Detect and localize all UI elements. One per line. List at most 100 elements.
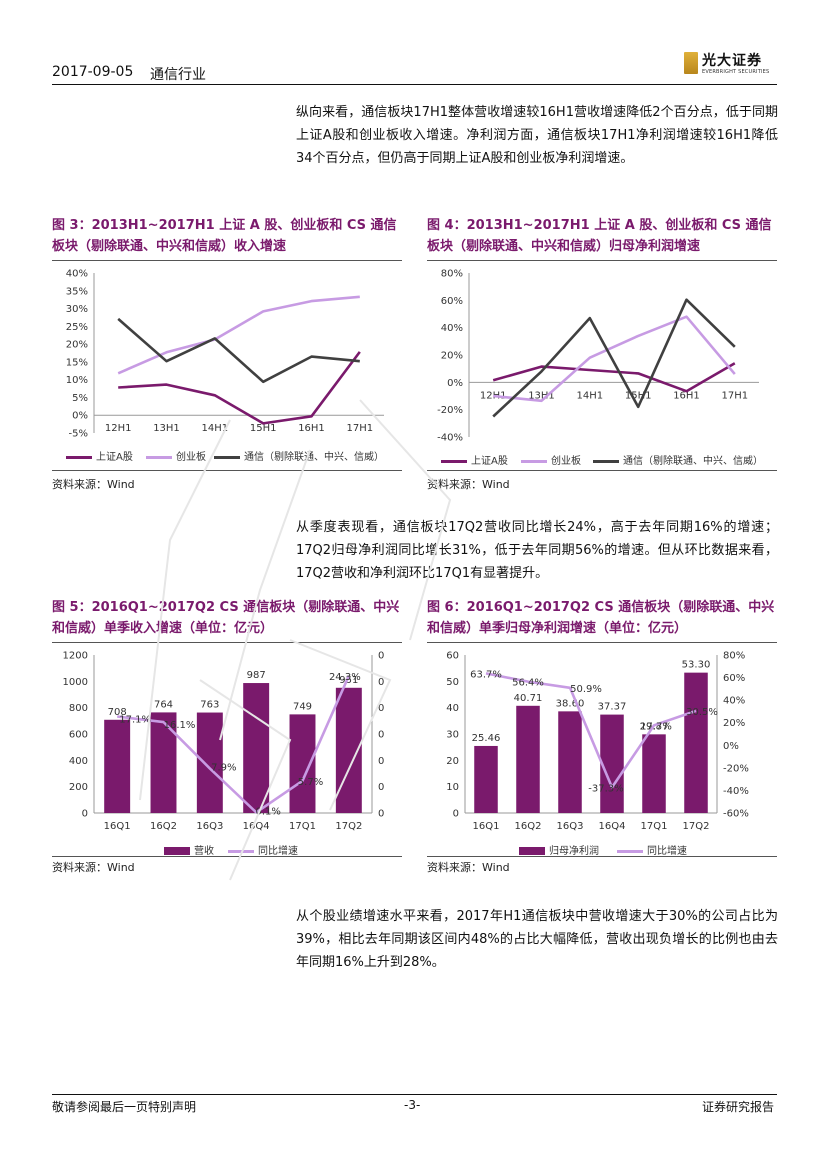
y2-tick-label: 0% [723,741,739,752]
series-line-2 [493,315,736,403]
y2-tick-label: -20% [723,763,749,774]
x-tick-label: 13H1 [528,390,555,401]
bar-value-label: 749 [293,701,312,712]
header-divider [52,84,777,85]
fig4-legend-item-2: 创业板 [521,452,581,467]
y-tick-label: -40% [437,433,463,444]
growth-value-label: 24.3% [329,672,361,683]
x-tick-label: 16Q2 [515,821,542,832]
fig3-bottom-rule [52,470,402,471]
bar [600,714,624,813]
bar [642,734,666,813]
growth-value-label: 5.7% [298,777,323,788]
y-tick-label: 25% [66,322,88,333]
y-tick-label: 10% [66,375,88,386]
fig3-chart: 40% 35% 30% 25% 20% 15% 10% 5% 0% -5% 12H1 13H1 14H1… [66,269,384,440]
y-tick-label: 35% [66,286,88,297]
bar-value-label: 25.46 [472,733,501,744]
y-tick-label: 0 [453,809,459,820]
y2-tick-label: 0 [378,730,384,741]
growth-value-label: 50.9% [570,684,602,695]
fig4-top-rule [427,260,777,261]
y-tick-label: 0 [82,809,88,820]
fig6-legend-item-2: 同比增速 [617,842,687,857]
y2-tick-label: 60% [723,673,745,684]
bar [335,687,362,813]
x-tick-label: 16H1 [673,390,700,401]
y-tick-label: 40% [66,269,88,280]
y2-tick-label: 0 [378,703,384,714]
y-tick-label: 20% [441,351,463,362]
x-tick-label: 16Q3 [196,821,223,832]
industry-name: 通信行业 [150,67,206,83]
y-tick-label: -5% [69,429,88,440]
bar-value-label: 708 [108,707,127,718]
bar-value-label: 53.30 [682,660,711,671]
fig4-legend: 上证A股 创业板 通信（剔除联通、中兴、信威） [427,452,777,468]
fig4-legend-item-3: 通信（剔除联通、中兴、信威） [593,452,763,467]
x-tick-label: 15H1 [625,390,652,401]
y2-tick-label: 0 [378,756,384,767]
fig5-source: 资料来源：Wind [52,861,135,874]
y2-tick-label: 80% [723,651,745,662]
growth-value-label: 17.7% [640,721,672,732]
x-tick-label: 17Q2 [335,821,362,832]
growth-value-label: 17.1% [119,715,151,726]
bar [516,705,540,813]
footer-disclaimer: 敬请参阅最后一页特别声明 [52,1100,197,1114]
y-tick-label: 20% [66,340,88,351]
y2-tick-label: 0 [378,651,384,662]
y-tick-label: 50 [446,677,459,688]
x-tick-label: 12H1 [105,423,132,434]
footer-divider [52,1094,777,1095]
x-tick-label: 17H1 [722,390,749,401]
page-number: -3- [404,1098,421,1112]
y-tick-label: 400 [69,756,88,767]
bar [558,711,582,813]
x-tick-label: 16Q4 [243,821,270,832]
bar-value-label: 763 [200,700,219,711]
y2-tick-label: 20% [723,718,745,729]
y-tick-label: 10 [446,782,459,793]
series-line-1 [118,351,361,425]
y2-tick-label: 0 [378,782,384,793]
y2-tick-label: 0 [378,809,384,820]
y-tick-label: 1000 [63,677,88,688]
report-date: 2017-09-05 [52,64,134,80]
y-tick-label: 40 [446,703,459,714]
growth-value-label: 16.1% [164,720,196,731]
y-tick-label: 20 [446,756,459,767]
y-tick-label: 800 [69,703,88,714]
y-tick-label: 40% [441,323,463,334]
fig3-source: 资料来源：Wind [52,478,135,491]
y-tick-label: 5% [72,393,88,404]
y-tick-label: 30 [446,730,459,741]
logo-cn-text: 光大证券 [702,53,762,69]
company-logo: 光大证券 EVERBRIGHT SECURITIES [684,50,784,80]
fig6-title: 图 6：2016Q1~2017Q2 CS 通信板块（剔除联通、中兴和信威）单季归… [427,600,775,636]
y-tick-label: 60% [441,296,463,307]
x-tick-label: 12H1 [480,390,507,401]
series-line-1 [492,362,736,393]
y-tick-label: 30% [66,304,88,315]
y2-tick-label: -60% [723,809,749,820]
x-tick-label: 17Q2 [683,821,710,832]
y2-tick-label: 40% [723,696,745,707]
bar [243,683,270,813]
x-tick-label: 17H1 [347,423,374,434]
x-tick-label: 17Q1 [289,821,316,832]
fig4-title: 图 4：2013H1~2017H1 上证 A 股、创业板和 CS 通信板块（剔除… [427,218,772,254]
y-tick-label: 600 [69,730,88,741]
fig5-bottom-rule [52,856,402,857]
x-tick-label: 17Q1 [641,821,668,832]
bar-value-label: 37.37 [598,702,627,713]
fig5-title: 图 5：2016Q1~2017Q2 CS 通信板块（剔除联通、中兴和信威）单季收… [52,600,400,636]
growth-value-label: -37.3% [588,783,623,794]
fig3-top-rule [52,260,402,261]
y-tick-label: 15% [66,357,88,368]
fig6-source: 资料来源：Wind [427,861,510,874]
y-tick-label: 0% [72,411,88,422]
growth-value-label: 7.9% [211,762,236,773]
x-tick-label: 15H1 [250,423,277,434]
fig3-legend-item-2: 创业板 [146,448,206,463]
